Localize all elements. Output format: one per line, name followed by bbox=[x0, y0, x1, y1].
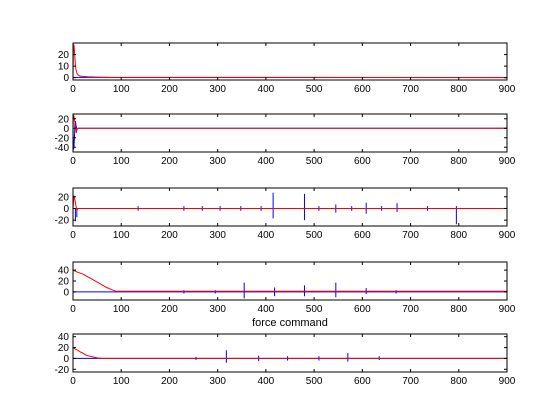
x-tick-label: 200 bbox=[161, 84, 178, 95]
x-tick-label: 800 bbox=[450, 230, 467, 241]
y-tick-label: 40 bbox=[58, 266, 70, 277]
x-tick-label: 800 bbox=[450, 376, 467, 387]
x-tick-label: 900 bbox=[499, 304, 516, 315]
y-tick-label: 0 bbox=[63, 73, 69, 84]
series-line-red bbox=[73, 269, 507, 292]
x-tick-label: 500 bbox=[306, 304, 323, 315]
x-tick-label: 0 bbox=[70, 84, 76, 95]
x-tick-label: 100 bbox=[113, 230, 130, 241]
x-tick-label: 500 bbox=[306, 156, 323, 167]
x-tick-label: 600 bbox=[354, 376, 371, 387]
y-tick-label: -20 bbox=[55, 365, 70, 376]
axes-box bbox=[72, 113, 508, 153]
axes-box bbox=[72, 333, 508, 373]
plot-area bbox=[73, 114, 507, 150]
x-tick-label: 200 bbox=[161, 304, 178, 315]
x-tick-label: 600 bbox=[354, 304, 371, 315]
x-tick-label: 400 bbox=[258, 156, 275, 167]
x-tick-label: 100 bbox=[113, 156, 130, 167]
x-tick-label: 300 bbox=[209, 304, 226, 315]
x-tick-label: 900 bbox=[499, 156, 516, 167]
axes-box bbox=[72, 261, 508, 301]
x-tick-label: 200 bbox=[161, 376, 178, 387]
x-tick-label: 600 bbox=[354, 84, 371, 95]
x-tick-label: 700 bbox=[402, 84, 419, 95]
x-tick-label: 600 bbox=[354, 230, 371, 241]
x-tick-label: 300 bbox=[209, 230, 226, 241]
x-tick-label: 400 bbox=[258, 304, 275, 315]
x-tick-label: 300 bbox=[209, 84, 226, 95]
x-tick-label: 800 bbox=[450, 304, 467, 315]
y-tick-label: -40 bbox=[55, 143, 70, 154]
x-tick-label: 500 bbox=[306, 230, 323, 241]
axes-box bbox=[72, 42, 508, 81]
x-tick-label: 700 bbox=[402, 230, 419, 241]
y-tick-label: 0 bbox=[63, 204, 69, 215]
x-tick-label: 400 bbox=[258, 230, 275, 241]
series-line-red bbox=[73, 347, 507, 359]
y-tick-label: -20 bbox=[55, 133, 70, 144]
y-tick-label: 10 bbox=[58, 62, 70, 73]
x-tick-label: 300 bbox=[209, 376, 226, 387]
x-tick-label: 700 bbox=[402, 304, 419, 315]
x-tick-label: 400 bbox=[258, 376, 275, 387]
x-tick-label: 400 bbox=[258, 84, 275, 95]
y-tick-label: 40 bbox=[58, 332, 70, 343]
series-line-red bbox=[73, 43, 507, 79]
y-tick-label: 20 bbox=[58, 343, 70, 354]
x-tick-label: 100 bbox=[113, 376, 130, 387]
x-tick-label: 800 bbox=[450, 156, 467, 167]
plot-area bbox=[73, 347, 507, 363]
series-line-blue bbox=[73, 121, 507, 150]
x-tick-label: 700 bbox=[402, 376, 419, 387]
y-tick-label: 0 bbox=[63, 287, 69, 298]
x-tick-label: 900 bbox=[499, 230, 516, 241]
y-tick-label: 20 bbox=[58, 277, 70, 288]
x-tick-label: 0 bbox=[70, 230, 76, 241]
x-tick-label: 200 bbox=[161, 156, 178, 167]
x-tick-label: 800 bbox=[450, 84, 467, 95]
axes-box bbox=[72, 187, 508, 227]
x-tick-label: 600 bbox=[354, 156, 371, 167]
x-tick-label: 300 bbox=[209, 156, 226, 167]
y-tick-label: 20 bbox=[58, 192, 70, 203]
y-tick-label: 0 bbox=[63, 354, 69, 365]
x-tick-label: 0 bbox=[70, 376, 76, 387]
x-tick-label: 700 bbox=[402, 156, 419, 167]
x-tick-label: 900 bbox=[499, 376, 516, 387]
x-tick-label: 500 bbox=[306, 376, 323, 387]
y-tick-label: 0 bbox=[63, 124, 69, 135]
x-tick-label: 0 bbox=[70, 156, 76, 167]
y-tick-label: 20 bbox=[58, 50, 70, 61]
x-tick-label: 500 bbox=[306, 84, 323, 95]
plot-area bbox=[73, 269, 507, 299]
plot-area bbox=[73, 43, 507, 79]
y-tick-label: 20 bbox=[58, 114, 70, 125]
series-line-red bbox=[73, 195, 507, 212]
x-tick-label: 0 bbox=[70, 304, 76, 315]
x-tick-label: 100 bbox=[113, 304, 130, 315]
plot-area bbox=[73, 192, 507, 225]
x-tick-label: 100 bbox=[113, 84, 130, 95]
x-axis-label: force command bbox=[252, 317, 328, 329]
series-line-red bbox=[73, 114, 507, 134]
y-tick-label: -20 bbox=[55, 216, 70, 227]
x-tick-label: 200 bbox=[161, 230, 178, 241]
x-tick-label: 900 bbox=[499, 84, 516, 95]
